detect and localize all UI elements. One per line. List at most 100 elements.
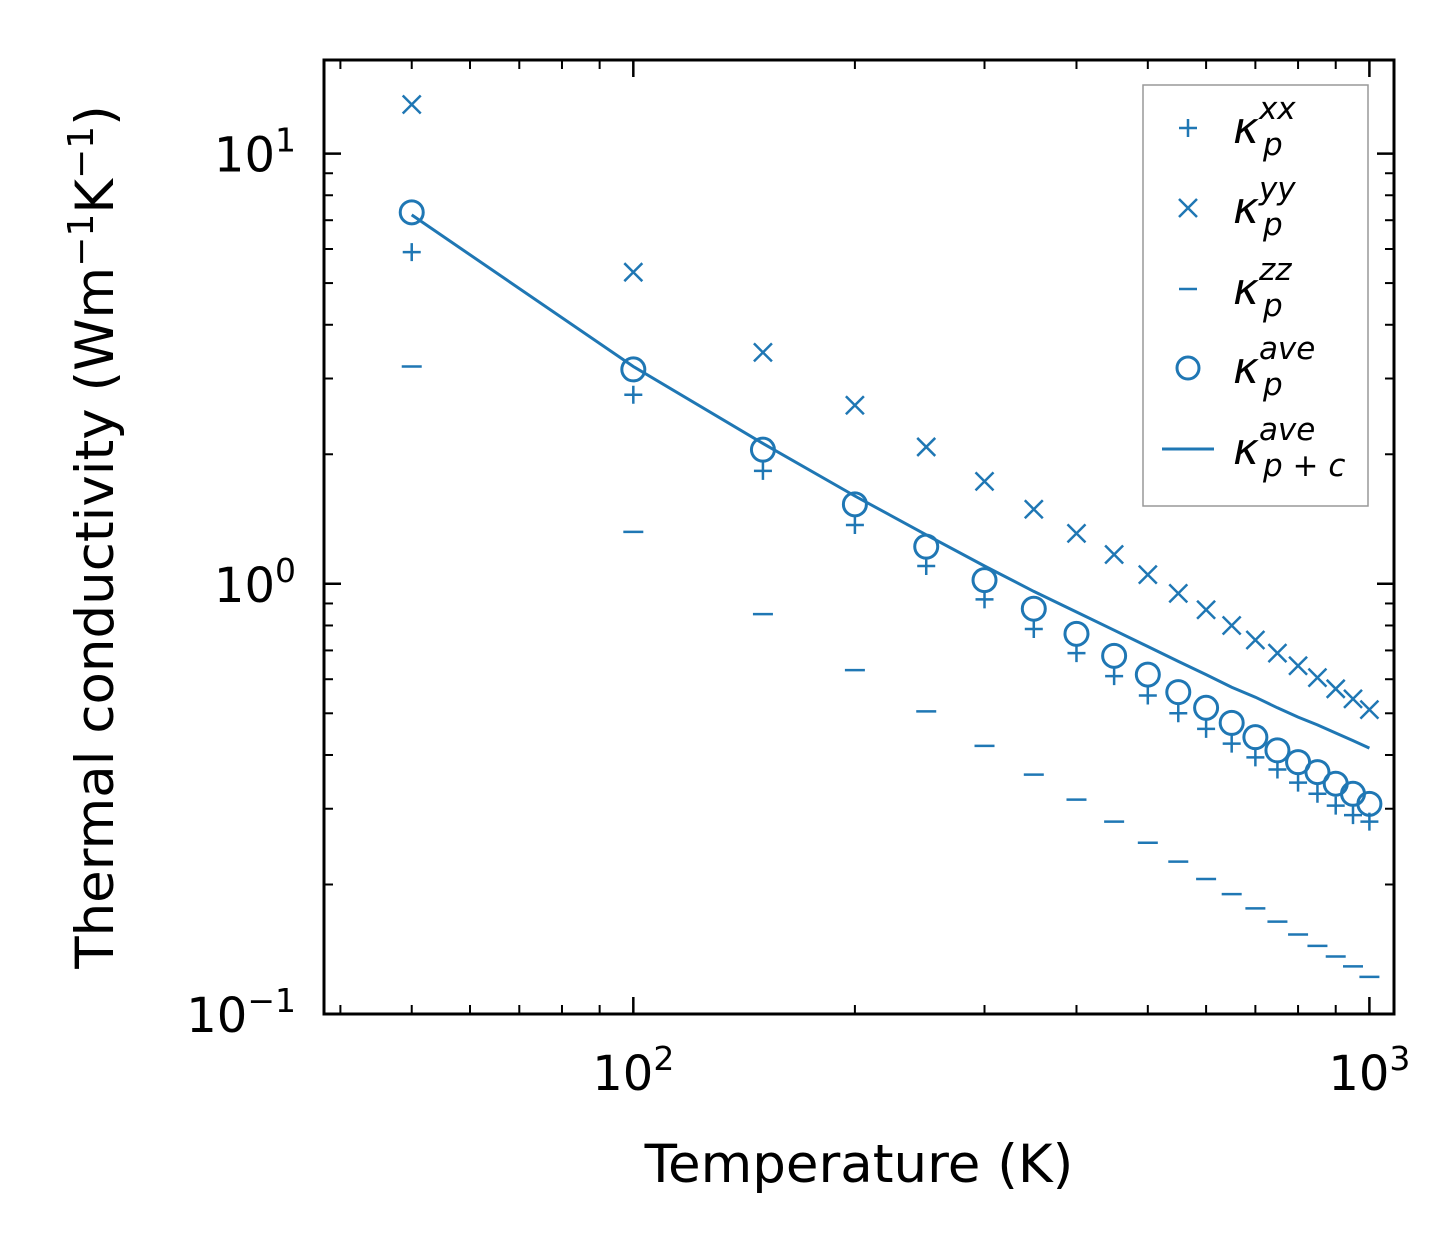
legend-label-sup: ave xyxy=(1259,331,1315,367)
y-axis-label-exp1: −1 xyxy=(61,214,102,267)
y-tick-label-exp: −1 xyxy=(247,981,296,1020)
legend-label-base: κ xyxy=(1233,343,1259,394)
data-point-kappa_p_ave xyxy=(841,491,868,518)
x-tick-label: 102 xyxy=(592,1039,674,1102)
data-point-kappa_p_yy xyxy=(1288,655,1308,676)
y-tick-label: 100 xyxy=(214,551,296,614)
legend-label-sub: p xyxy=(1262,127,1283,163)
legend-label-sup: ave xyxy=(1259,412,1315,448)
legend-label: κxx p xyxy=(1233,91,1296,163)
legend-label-sub: p xyxy=(1262,367,1283,403)
y-tick-label: 101 xyxy=(214,121,296,184)
x-tick-label-base: 10 xyxy=(592,1046,653,1102)
legend-label-base: κ xyxy=(1233,424,1259,475)
data-point-kappa_p_xx xyxy=(1344,806,1362,825)
data-point-kappa_p_xx xyxy=(753,461,772,480)
data-point-kappa_p_ave xyxy=(620,356,647,383)
data-point-kappa_p_ave xyxy=(1101,642,1128,669)
data-point-kappa_p_xx xyxy=(917,556,936,575)
legend-marker-x xyxy=(1178,198,1198,218)
legend-label: κave p + c xyxy=(1233,412,1345,484)
y-tick-label-base: 10 xyxy=(186,988,247,1044)
y-axis-label: Thermal conductivity (Wm−1K−1) xyxy=(61,105,126,970)
data-point-kappa_p_ave xyxy=(1242,724,1269,751)
series-kappa_p_ave xyxy=(398,199,1383,817)
data-point-kappa_p_yy xyxy=(916,437,937,457)
data-point-kappa_p_ave xyxy=(1356,790,1383,817)
data-point-kappa_p_yy xyxy=(1023,499,1044,520)
plot-frame xyxy=(322,58,1396,1016)
y-tick-label-base: 10 xyxy=(214,128,275,184)
data-point-kappa_p_xx xyxy=(1067,644,1086,663)
data-point-kappa_p_yy xyxy=(1307,667,1328,688)
data-point-kappa_p_yy xyxy=(1104,544,1125,565)
legend-label: κave p xyxy=(1233,331,1315,403)
y-axis-label-mid: K xyxy=(65,178,126,214)
data-point-kappa_p_yy xyxy=(845,395,865,416)
series-line-kappa_p_plus_c_ave xyxy=(410,213,1371,750)
legend-label-sub: p + c xyxy=(1262,448,1345,484)
data-point-kappa_p_xx xyxy=(1268,760,1287,779)
data-point-kappa_p_yy xyxy=(1221,615,1242,636)
data-point-kappa_p_ave xyxy=(1264,737,1291,764)
x-tick-label-base: 10 xyxy=(1328,1046,1389,1102)
data-point-kappa_p_yy xyxy=(623,262,644,283)
data-point-kappa_p_yy xyxy=(1168,583,1189,604)
data-point-kappa_p_yy xyxy=(1343,689,1363,709)
x-tick-label-exp: 2 xyxy=(653,1039,674,1078)
legend-label-sub: p xyxy=(1262,207,1283,243)
data-point-kappa_p_xx xyxy=(1197,719,1216,738)
data-point-kappa_p_yy xyxy=(1245,630,1266,650)
data-point-kappa_p_ave xyxy=(1020,595,1047,622)
legend-label-sup: xx xyxy=(1258,91,1296,127)
legend-marker-circle xyxy=(1175,355,1201,381)
legend-item-kappa_p_plus_c_ave: κave p + c xyxy=(1162,412,1345,484)
data-point-kappa_p_ave xyxy=(971,567,998,594)
data-point-kappa_p_ave xyxy=(1193,694,1220,721)
y-axis-label-suffix: ) xyxy=(65,105,126,126)
data-point-kappa_p_xx xyxy=(1024,620,1043,639)
series-layer xyxy=(398,94,1383,979)
data-point-kappa_p_xx xyxy=(975,590,994,609)
legend-item-kappa_p_zz: κzz p xyxy=(1179,252,1292,324)
x-tick-label-exp: 3 xyxy=(1389,1039,1410,1078)
x-axis-label: Temperature (K) xyxy=(644,1134,1074,1195)
data-point-kappa_p_xx xyxy=(1169,704,1188,723)
data-point-kappa_p_ave xyxy=(1218,709,1245,736)
series-kappa_p_xx xyxy=(402,243,1379,831)
data-point-kappa_p_xx xyxy=(845,515,864,534)
data-point-kappa_p_yy xyxy=(1267,643,1288,663)
series-kappa_p_plus_c_ave xyxy=(410,213,1371,750)
legend-label-base: κ xyxy=(1233,264,1259,315)
data-point-kappa_p_xx xyxy=(1289,773,1308,792)
data-point-kappa_p_yy xyxy=(753,342,773,363)
y-tick-label-base: 10 xyxy=(214,558,275,614)
legend-box xyxy=(1142,84,1369,507)
data-point-kappa_p_yy xyxy=(1196,599,1216,620)
legend-item-kappa_p_yy: κyy p xyxy=(1178,171,1296,243)
data-point-kappa_p_xx xyxy=(624,385,643,404)
data-point-kappa_p_ave xyxy=(1134,661,1161,688)
x-tick-label: 103 xyxy=(1328,1039,1410,1102)
legend-marker-plus xyxy=(1179,119,1197,137)
legend-label-base: κ xyxy=(1233,103,1259,154)
data-point-kappa_p_ave xyxy=(398,199,425,226)
data-point-kappa_p_xx xyxy=(1105,667,1124,686)
data-point-kappa_p_yy xyxy=(1066,523,1087,544)
data-point-kappa_p_yy xyxy=(1325,678,1346,699)
legend-label-sup: yy xyxy=(1258,171,1296,207)
data-point-kappa_p_ave xyxy=(1165,679,1192,706)
y-tick-label-exp: 0 xyxy=(275,551,296,590)
legend-label-sub: p xyxy=(1262,288,1283,324)
data-point-kappa_p_ave xyxy=(1063,620,1090,647)
legend-label-sup: zz xyxy=(1258,252,1292,288)
legend-label-base: κ xyxy=(1233,183,1259,234)
data-point-kappa_p_xx xyxy=(1138,686,1157,705)
data-point-kappa_p_xx xyxy=(1246,748,1265,767)
legend-item-kappa_p_xx: κxx p xyxy=(1179,91,1296,163)
data-point-kappa_p_ave xyxy=(1304,759,1331,786)
series-kappa_p_yy xyxy=(401,94,1380,720)
y-axis-label-exp2: −1 xyxy=(61,126,102,179)
y-axis-label-prefix: Thermal conductivity (Wm xyxy=(65,267,126,970)
